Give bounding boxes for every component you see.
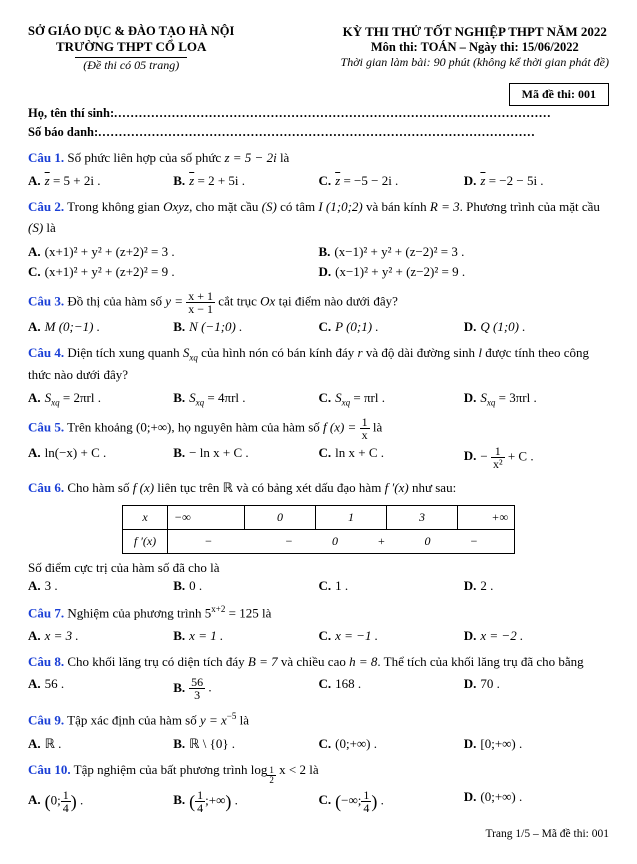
id-label: Số báo danh:	[28, 125, 98, 139]
q7-num: Câu 7.	[28, 605, 64, 620]
name-line: Họ, tên thí sinh:	[28, 106, 609, 121]
q2-B: B.(x−1)² + y² + (z−2)² = 3 .	[319, 244, 610, 260]
question-2: Câu 2. Trong không gian Oxyz, cho mặt cầ…	[28, 197, 609, 239]
q8-D: D.70 .	[464, 676, 609, 701]
q6-text5: Số điểm cực trị của hàm số đã cho là	[28, 560, 609, 576]
q1-options: A.z = 5 + 2i . B.z = 2 + 5i . C.z = −5 −…	[28, 173, 609, 189]
question-7: Câu 7. Nghiệm của phương trình 5x+2 = 12…	[28, 602, 609, 624]
q1-expr: z = 5 − 2i	[224, 150, 276, 165]
name-dots	[114, 106, 551, 120]
q9-D: D.[0;+∞) .	[464, 736, 609, 752]
question-1: Câu 1. Số phức liên hợp của số phức z = …	[28, 148, 609, 169]
q4-A: A.Sxq = 2πrl .	[28, 390, 173, 408]
q10-num: Câu 10.	[28, 762, 71, 777]
id-line: Số báo danh:	[28, 125, 609, 140]
q6-A: A.3 .	[28, 578, 173, 594]
q3-D: D.Q (1;0) .	[464, 319, 609, 335]
q3-num: Câu 3.	[28, 294, 64, 309]
q7-D: D.x = −2 .	[464, 628, 609, 644]
q10-options: A.(0;14) . B.(14;+∞) . C.(−∞;14) . D.(0;…	[28, 789, 609, 814]
q10-C: C.(−∞;14) .	[319, 789, 464, 814]
question-9: Câu 9. Tập xác định của hàm số y = x−5 l…	[28, 709, 609, 731]
q2-options: A.(x+1)² + y² + (z+2)² = 3 . B.(x−1)² + …	[28, 242, 609, 282]
q9-options: A.ℝ . B.ℝ \ {0} . C.(0;+∞) . D.[0;+∞) .	[28, 736, 609, 752]
q1-num: Câu 1.	[28, 150, 64, 165]
q8-B: B.563 .	[173, 676, 318, 701]
dept: SỞ GIÁO DỤC & ĐÀO TẠO HÀ NỘI	[28, 24, 234, 39]
question-6: Câu 6. Cho hàm số f (x) liên tục trên ℝ …	[28, 478, 609, 499]
q3-B: B.N (−1;0) .	[173, 319, 318, 335]
subject: Môn thi: TOÁN – Ngày thi: 15/06/2022	[341, 40, 609, 55]
q6-B: B.0 .	[173, 578, 318, 594]
q2-A: A.(x+1)² + y² + (z+2)² = 3 .	[28, 244, 319, 260]
q6-D: D.2 .	[464, 578, 609, 594]
q1-A: A.z = 5 + 2i .	[28, 173, 173, 189]
q8-A: A.56 .	[28, 676, 173, 701]
question-8: Câu 8. Cho khối lăng trụ có diện tích đá…	[28, 652, 609, 673]
q1-C: C.z = −5 − 2i .	[319, 173, 464, 189]
q5-num: Câu 5.	[28, 419, 64, 434]
q6-options: A.3 . B.0 . C.1 . D.2 .	[28, 578, 609, 594]
exam-title: KỲ THI THỬ TỐT NGHIỆP THPT NĂM 2022	[341, 24, 609, 40]
q9-num: Câu 9.	[28, 713, 64, 728]
q8-num: Câu 8.	[28, 654, 64, 669]
q4-C: C.Sxq = πrl .	[319, 390, 464, 408]
header-right: KỲ THI THỬ TỐT NGHIỆP THPT NĂM 2022 Môn …	[341, 24, 609, 73]
q1-B: B.z = 2 + 5i .	[173, 173, 318, 189]
q4-num: Câu 4.	[28, 345, 64, 360]
q10-B: B.(14;+∞) .	[173, 789, 318, 814]
name-label: Họ, tên thí sinh:	[28, 106, 114, 120]
q5-C: C.ln x + C .	[319, 445, 464, 470]
q8-C: C.168 .	[319, 676, 464, 701]
pages-note: (Đề thi có 05 trang)	[75, 57, 187, 73]
q4-options: A.Sxq = 2πrl . B.Sxq = 4πrl . C.Sxq = πr…	[28, 390, 609, 408]
q3-options: A.M (0;−1) . B.N (−1;0) . C.P (0;1) . D.…	[28, 319, 609, 335]
q2-num: Câu 2.	[28, 199, 64, 214]
question-3: Câu 3. Đồ thị của hàm số y = x + 1x − 1 …	[28, 290, 609, 315]
q10-A: A.(0;14) .	[28, 789, 173, 814]
question-10: Câu 10. Tập nghiệm của bất phương trình …	[28, 760, 609, 785]
q5-D: D.− 1x² + C .	[464, 445, 609, 470]
q4-B: B.Sxq = 4πrl .	[173, 390, 318, 408]
q9-A: A.ℝ .	[28, 736, 173, 752]
q7-B: B.x = 1 .	[173, 628, 318, 644]
q5-B: B.− ln x + C .	[173, 445, 318, 470]
q8-options: A.56 . B.563 . C.168 . D.70 .	[28, 676, 609, 701]
duration: Thời gian làm bài: 90 phút (không kể thờ…	[341, 55, 609, 70]
q9-B: B.ℝ \ {0} .	[173, 736, 318, 752]
q5-A: A.ln(−x) + C .	[28, 445, 173, 470]
q9-C: C.(0;+∞) .	[319, 736, 464, 752]
sign-table: x −∞ 0 1 3 +∞ f ′(x) − − 0 + 0 −	[122, 505, 515, 554]
id-dots	[98, 125, 535, 139]
q1-D: D.z = −2 − 5i .	[464, 173, 609, 189]
q7-options: A.x = 3 . B.x = 1 . C.x = −1 . D.x = −2 …	[28, 628, 609, 644]
q10-D: D.(0;+∞) .	[464, 789, 609, 814]
q2-C: C.(x+1)² + y² + (z+2)² = 9 .	[28, 264, 319, 280]
q6-C: C.1 .	[319, 578, 464, 594]
q7-A: A.x = 3 .	[28, 628, 173, 644]
q1-tail: là	[277, 150, 290, 165]
question-5: Câu 5. Trên khoảng (0;+∞), họ nguyên hàm…	[28, 416, 609, 441]
q4-D: D.Sxq = 3πrl .	[464, 390, 609, 408]
q1-text: Số phức liên hợp của số phức	[64, 150, 224, 165]
school: TRƯỜNG THPT CỔ LOA	[28, 39, 234, 55]
q3-A: A.M (0;−1) .	[28, 319, 173, 335]
header-left: SỞ GIÁO DỤC & ĐÀO TẠO HÀ NỘI TRƯỜNG THPT…	[28, 24, 234, 73]
q2-D: D.(x−1)² + y² + (z−2)² = 9 .	[319, 264, 610, 280]
q3-C: C.P (0;1) .	[319, 319, 464, 335]
question-4: Câu 4. Diện tích xung quanh Sxq của hình…	[28, 343, 609, 386]
q6-num: Câu 6.	[28, 480, 64, 495]
q5-options: A.ln(−x) + C . B.− ln x + C . C.ln x + C…	[28, 445, 609, 470]
exam-code-box: Mã đề thi: 001	[509, 83, 609, 106]
q7-C: C.x = −1 .	[319, 628, 464, 644]
